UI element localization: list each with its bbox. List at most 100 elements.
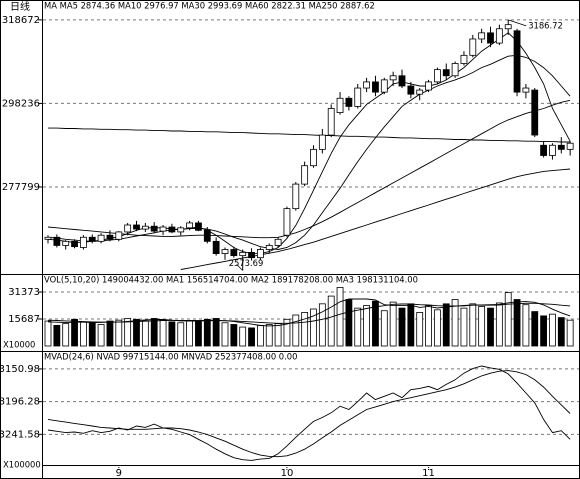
candle-body <box>159 226 167 232</box>
candle-body <box>540 144 547 156</box>
volume-bar <box>239 326 247 347</box>
candle-body <box>44 236 52 240</box>
candle-body <box>53 236 61 246</box>
volume-bar <box>256 324 264 347</box>
volume-bar <box>274 323 282 347</box>
candle-body <box>115 231 123 240</box>
candle-body <box>327 108 335 136</box>
candle-body <box>221 249 229 255</box>
volume-bar <box>416 312 424 347</box>
volume-bar <box>221 322 229 347</box>
volume-bar <box>195 321 202 347</box>
candle-body <box>504 24 512 30</box>
candle-body <box>265 245 273 250</box>
annotation-leader <box>236 264 243 271</box>
volume-bar <box>106 320 114 347</box>
volume-bar <box>469 303 477 347</box>
candle-body <box>433 69 441 83</box>
candle-body <box>398 75 406 87</box>
volume-bar <box>557 317 565 347</box>
y-tick-label: 31373 <box>8 287 40 298</box>
candle-body <box>283 208 291 236</box>
candle-body <box>389 75 397 81</box>
volume-bar <box>504 292 512 347</box>
y-tick-label: 15687 <box>8 314 40 325</box>
candle-body <box>557 144 565 150</box>
candle-body <box>487 32 494 44</box>
volume-bar <box>212 318 220 347</box>
volume-bar <box>88 322 96 347</box>
volume-bar <box>318 303 326 347</box>
candle-body <box>425 81 432 91</box>
y-tick-label: 298236 <box>2 98 40 109</box>
volume-bar <box>566 319 574 347</box>
candle-body <box>292 183 300 210</box>
x-tick-label: 9 <box>116 468 122 479</box>
volume-bar <box>540 315 547 347</box>
candle-body <box>442 69 450 77</box>
candle-body <box>141 225 149 230</box>
volume-bar <box>354 307 362 347</box>
volume-bar <box>115 319 123 347</box>
period-label: 日线 <box>10 0 30 13</box>
volume-bar <box>442 303 450 347</box>
volume-bar <box>71 318 78 347</box>
candle-body <box>97 234 105 242</box>
indicator-line <box>47 370 571 458</box>
candle-body <box>230 249 238 257</box>
candle-body <box>248 251 255 259</box>
candle-body <box>345 97 353 107</box>
candle-body <box>212 240 220 255</box>
x-tick-label: 10 <box>281 468 294 479</box>
volume-bar <box>141 320 149 347</box>
candle-body <box>469 38 477 56</box>
volume-bar <box>133 318 140 347</box>
volume-bar <box>407 303 415 347</box>
ma-line <box>48 127 571 143</box>
volume-bar <box>44 320 52 347</box>
candle-body <box>177 227 185 233</box>
y-tick-label: 3241.58 <box>0 429 40 440</box>
candle-body <box>531 89 539 136</box>
volume-bar <box>186 320 194 347</box>
volume-bar <box>513 299 521 347</box>
volume-bar <box>97 324 105 347</box>
mvad-header: MVAD(24,6) NVAD 99715144.00 MNVAD 252377… <box>44 352 297 362</box>
volume-bar <box>265 324 273 347</box>
annotation: 2573.69 <box>229 258 264 268</box>
candle-body <box>460 54 468 64</box>
volume-bar <box>203 318 211 347</box>
volume-bar <box>159 319 167 347</box>
candle-body <box>80 236 87 248</box>
ma-line <box>47 99 571 239</box>
candle-body <box>318 134 326 150</box>
volume-bar <box>248 327 255 347</box>
volume-bar <box>372 300 379 347</box>
volume-bar <box>549 313 556 347</box>
candle-body <box>451 63 459 77</box>
volume-bar <box>478 306 486 347</box>
volume-bar <box>336 287 344 347</box>
candle-body <box>522 87 530 93</box>
volume-bar <box>495 302 503 347</box>
volume-bar <box>327 295 335 347</box>
volume-bar <box>398 307 406 347</box>
annotation: 3186.72 <box>528 20 563 30</box>
volume-bar <box>124 318 132 347</box>
volume-bar <box>168 321 176 347</box>
candle-body <box>186 222 194 229</box>
candle-body <box>301 165 309 185</box>
candle-body <box>407 85 415 95</box>
candle-body <box>372 81 379 93</box>
candle-body <box>124 224 132 233</box>
candle-body <box>88 236 96 242</box>
volume-bar <box>487 307 494 347</box>
candle-body <box>495 28 503 44</box>
vol-header: VOL(5,10,20) 149004432.00 MA1 156514704.… <box>44 275 418 285</box>
candle-body <box>336 97 344 113</box>
candle-body <box>195 222 202 231</box>
candle-body <box>256 249 264 259</box>
volume-bar <box>310 308 317 347</box>
